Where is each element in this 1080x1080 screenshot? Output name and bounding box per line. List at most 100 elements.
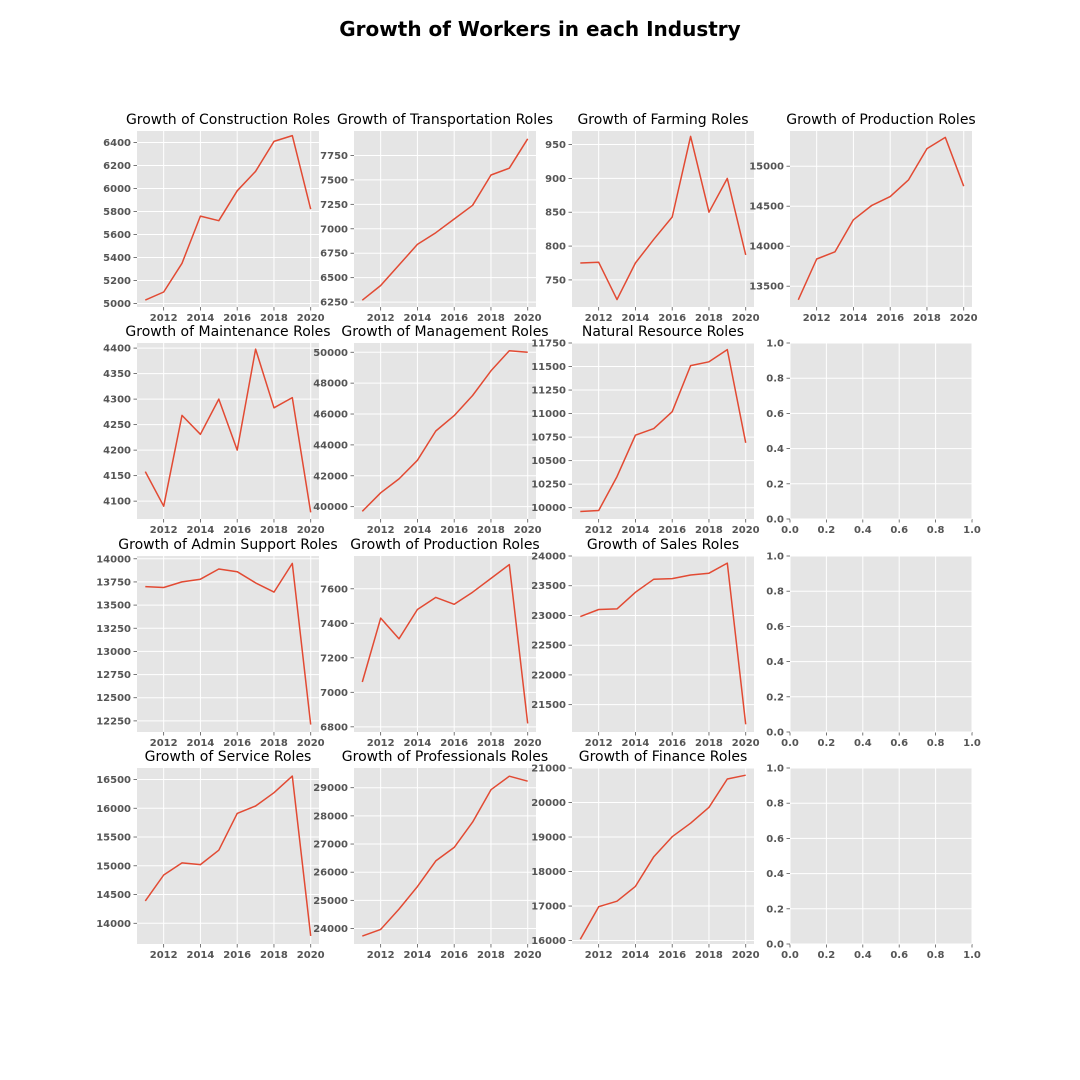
y-tick-label: 4400 (103, 344, 131, 355)
x-tick-label: 2014 (622, 738, 650, 749)
y-tick-label: 13750 (96, 577, 131, 588)
y-tick-label: 6250 (320, 298, 348, 309)
y-tick-label: 7500 (320, 175, 348, 186)
x-tick-label: 2012 (367, 738, 395, 749)
x-tick-label: 2020 (297, 525, 325, 536)
x-tick-label: 2016 (440, 313, 468, 324)
subplot-title: Growth of Sales Roles (587, 537, 739, 553)
plot-area (790, 131, 972, 307)
plot-area (572, 556, 754, 732)
x-tick-label: 1.0 (963, 738, 981, 749)
y-tick-label: 6500 (320, 273, 348, 284)
x-tick-label: 2020 (514, 525, 542, 536)
x-tick-label: 2020 (297, 313, 325, 324)
y-tick-label: 0.0 (766, 940, 784, 951)
plot-area (137, 343, 319, 519)
x-tick-label: 2016 (223, 525, 251, 536)
subplot-title: Growth of Management Roles (341, 324, 548, 340)
y-tick-label: 40000 (313, 502, 348, 513)
y-tick-label: 17000 (531, 902, 566, 913)
y-tick-label: 16000 (531, 936, 566, 947)
y-tick-label: 4150 (103, 471, 131, 482)
x-tick-label: 2018 (260, 950, 288, 961)
y-tick-label: 14000 (96, 554, 131, 565)
y-tick-label: 50000 (313, 348, 348, 359)
y-tick-label: 11000 (531, 409, 566, 420)
y-tick-label: 6800 (320, 722, 348, 733)
subplot: 2012 2014 2016 2018 2020 5000 5200 5400 5600 5800… (103, 112, 330, 324)
x-tick-label: 2020 (514, 313, 542, 324)
x-tick-label: 2014 (404, 525, 432, 536)
y-tick-label: 0.8 (766, 374, 784, 385)
y-tick-label: 14000 (749, 242, 784, 253)
x-tick-label: 0.4 (854, 738, 872, 749)
y-tick-label: 26000 (313, 868, 348, 879)
subplot: 2012 2014 2016 2018 2020 16000 17000 18000 19000… (531, 749, 759, 961)
subplot-title: Growth of Farming Roles (577, 112, 748, 128)
subplot: 2012 2014 2016 2018 2020 40000 42000 44000 46000… (313, 324, 548, 536)
x-tick-label: 2014 (187, 313, 215, 324)
y-tick-label: 12250 (96, 716, 131, 727)
x-tick-label: 0.2 (818, 950, 836, 961)
y-tick-label: 15500 (96, 833, 131, 844)
y-tick-label: 0.4 (766, 444, 784, 455)
subplot-title: Growth of Maintenance Roles (125, 324, 330, 340)
y-tick-label: 21000 (531, 764, 566, 775)
y-tick-label: 0.2 (766, 692, 784, 703)
x-tick-label: 2016 (223, 313, 251, 324)
x-tick-label: 2018 (477, 525, 505, 536)
y-tick-label: 7400 (320, 619, 348, 630)
subplot: 2012 2014 2016 2018 2020 24000 25000 26000 27000… (313, 749, 548, 961)
subplot-title: Growth of Production Roles (786, 112, 975, 128)
x-tick-label: 2012 (150, 738, 178, 749)
y-tick-label: 13000 (96, 647, 131, 658)
x-tick-label: 2014 (622, 950, 650, 961)
y-tick-label: 44000 (313, 440, 348, 451)
y-tick-label: 4350 (103, 369, 131, 380)
y-tick-label: 0.6 (766, 834, 784, 845)
y-tick-label: 6000 (103, 184, 131, 195)
x-tick-label: 2018 (260, 525, 288, 536)
y-tick-label: 850 (545, 208, 566, 219)
y-tick-label: 23500 (531, 581, 566, 592)
y-tick-label: 7250 (320, 200, 348, 211)
x-tick-label: 2018 (913, 313, 941, 324)
y-tick-label: 14500 (96, 890, 131, 901)
x-tick-label: 2014 (404, 313, 432, 324)
y-tick-label: 25000 (313, 896, 348, 907)
x-tick-label: 2018 (260, 738, 288, 749)
subplot: 2012 2014 2016 2018 2020 12250 12500 12750 13000… (96, 537, 338, 749)
series-line (144, 134, 312, 301)
y-tick-label: 15000 (96, 861, 131, 872)
x-tick-label: 2020 (732, 313, 760, 324)
x-tick-label: 0.6 (890, 738, 908, 749)
figure-title: Growth of Workers in each Industry (339, 17, 741, 41)
subplot-title: Growth of Admin Support Roles (118, 537, 337, 553)
subplot-title: Growth of Service Roles (145, 749, 312, 765)
y-tick-label: 800 (545, 242, 566, 253)
x-tick-label: 0.2 (818, 525, 836, 536)
y-tick-label: 10750 (531, 433, 566, 444)
series-line (580, 562, 747, 725)
y-tick-label: 27000 (313, 840, 348, 851)
subplot: 2012 2014 2016 2018 2020 6250 6500 6750 7000 7250… (320, 112, 553, 324)
subplot: 0.0 0.2 0.4 0.6 0.8 1.0 0.0 0.2 0.4 0.6 0.8 1.0 (766, 764, 981, 962)
x-tick-label: 2018 (695, 313, 723, 324)
y-tick-label: 16000 (96, 804, 131, 815)
x-tick-label: 0.6 (890, 525, 908, 536)
y-tick-label: 13500 (96, 601, 131, 612)
y-tick-label: 14500 (749, 202, 784, 213)
subplot: 2012 2014 2016 2018 2020 10000 10250 10500 10750… (531, 324, 759, 536)
y-tick-label: 11750 (531, 339, 566, 350)
plot-area (572, 131, 754, 307)
y-tick-label: 0.8 (766, 587, 784, 598)
y-tick-label: 48000 (313, 379, 348, 390)
x-tick-label: 0.6 (890, 950, 908, 961)
x-tick-label: 2020 (732, 525, 760, 536)
series-line (579, 774, 746, 940)
x-tick-label: 2014 (187, 738, 215, 749)
subplot: 2012 2014 2016 2018 2020 14000 14500 15000 15500… (96, 749, 324, 961)
y-tick-label: 14000 (96, 919, 131, 930)
subplot-title: Growth of Finance Roles (579, 749, 748, 765)
series-line (144, 348, 312, 513)
